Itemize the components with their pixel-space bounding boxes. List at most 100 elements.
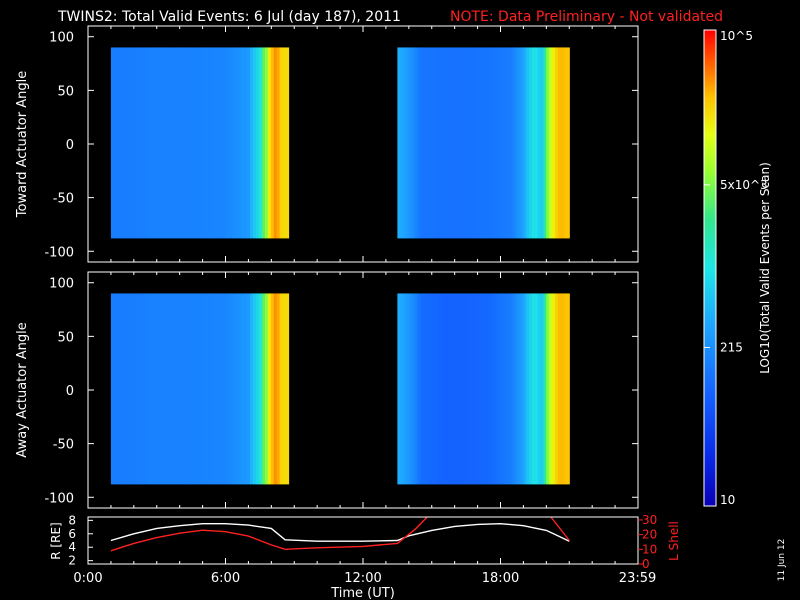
heatmap-cell <box>208 293 213 485</box>
heatmap-cell <box>202 293 207 485</box>
heatmap-cell <box>431 47 436 239</box>
right-tick-label: 10 <box>642 542 657 556</box>
heatmap-cell <box>235 47 239 239</box>
heatmap-cell <box>440 293 444 485</box>
print-date-stamp: 11 Jun 12 <box>777 539 787 582</box>
heatmap-cell <box>143 293 148 485</box>
heatmap-cell <box>179 293 183 485</box>
heatmap-cell <box>241 293 245 485</box>
heatmap-cell <box>500 47 504 239</box>
heatmap-cell <box>276 293 281 485</box>
heatmap-cell <box>226 47 230 239</box>
heatmap-cell <box>190 47 195 239</box>
heatmap-cell <box>483 47 487 239</box>
heatmap-cell <box>116 47 121 239</box>
heatmap-cell <box>489 47 493 239</box>
radius-line <box>110 522 570 542</box>
heatmap-cell <box>140 47 145 239</box>
heatmap-cell <box>170 293 174 485</box>
time-tick-label: 12:00 <box>344 571 381 586</box>
orbit-right-label: L Shell <box>667 521 681 561</box>
heatmap-cell <box>414 293 419 485</box>
colorbar-tick-label: 5x10^3 <box>720 178 768 192</box>
l-shell-line <box>110 516 428 552</box>
heatmap-cell <box>557 47 562 239</box>
heatmap-cell <box>560 47 565 239</box>
orbit-series <box>110 516 570 552</box>
toward-y-ticks: 100 50 0 -50 -100 <box>44 26 639 262</box>
heatmap-cell <box>146 47 150 239</box>
heatmap-cell <box>261 47 266 239</box>
heatmap-cell <box>411 47 416 239</box>
away-heatmap-cells <box>110 293 570 485</box>
heatmap-cell <box>451 293 456 485</box>
heatmap-cell <box>443 293 447 485</box>
heatmap-cell <box>122 47 127 239</box>
heatmap-cell <box>146 293 150 485</box>
l-shell-line <box>550 516 570 541</box>
heatmap-cell <box>423 47 427 239</box>
heatmap-cell <box>526 47 530 239</box>
heatmap-cell <box>509 47 513 239</box>
toward-y-label: Toward Actuator Angle <box>15 71 30 218</box>
heatmap-cell <box>494 293 499 485</box>
heatmap-cell <box>226 293 230 485</box>
heatmap-cell <box>264 47 269 239</box>
heatmap-cell <box>543 47 547 239</box>
y-tick-label: 50 <box>57 330 74 345</box>
heatmap-cell <box>214 47 219 239</box>
heatmap-cell <box>273 293 278 485</box>
heatmap-cell <box>446 293 450 485</box>
heatmap-cell <box>261 293 266 485</box>
heatmap-cell <box>500 293 504 485</box>
colorbar-ticks: 10 215 5x10^3 10^5 <box>704 29 768 507</box>
heatmap-cell <box>152 47 156 239</box>
heatmap-cell <box>179 47 183 239</box>
heatmap-cell <box>497 47 502 239</box>
heatmap-cell <box>468 47 473 239</box>
y-tick-label: 0 <box>66 384 74 399</box>
heatmap-cell <box>532 293 536 485</box>
heatmap-cell <box>532 47 536 239</box>
heatmap-cell <box>164 47 168 239</box>
colorbar-tick-label: 10^5 <box>720 29 753 43</box>
heatmap-cell <box>448 47 453 239</box>
heatmap-cell <box>173 47 177 239</box>
heatmap-cell <box>557 293 562 485</box>
heatmap-cell <box>125 47 130 239</box>
heatmap-cell <box>537 293 542 485</box>
heatmap-cell <box>214 293 219 485</box>
heatmap-cell <box>279 47 284 239</box>
heatmap-cell <box>526 293 530 485</box>
heatmap-cell <box>158 293 162 485</box>
heatmap-cell <box>270 293 275 485</box>
away-actuator-panel: 100 50 0 -50 -100 Away Actuator Angle <box>15 271 639 509</box>
heatmap-cell <box>514 47 519 239</box>
heatmap-cell <box>420 47 424 239</box>
colorbar-tick-label: 215 <box>720 340 743 354</box>
heatmap-cell <box>405 47 410 239</box>
heatmap-cell <box>420 293 424 485</box>
heatmap-cell <box>217 47 222 239</box>
heatmap-cell <box>437 293 441 485</box>
heatmap-cell <box>523 47 527 239</box>
y-tick-label: -100 <box>44 245 74 260</box>
y-tick-label: -50 <box>53 438 74 453</box>
heatmap-cell <box>471 293 476 485</box>
heatmap-cell <box>486 293 490 485</box>
heatmap-cell <box>511 47 516 239</box>
heatmap-cell <box>250 293 254 485</box>
heatmap-cell <box>434 293 439 485</box>
heatmap-cell <box>176 47 180 239</box>
heatmap-cell <box>258 293 263 485</box>
heatmap-cell <box>434 47 439 239</box>
heatmap-cell <box>125 293 130 485</box>
heatmap-cell <box>552 293 556 485</box>
heatmap-cell <box>546 47 550 239</box>
time-axis-label: Time (UT) <box>330 586 395 600</box>
heatmap-cell <box>474 47 479 239</box>
heatmap-cell <box>554 293 559 485</box>
heatmap-cell <box>161 293 165 485</box>
heatmap-cell <box>517 47 522 239</box>
colorbar: 10 215 5x10^3 10^5 LOG10(Total Valid Events… <box>703 29 772 507</box>
